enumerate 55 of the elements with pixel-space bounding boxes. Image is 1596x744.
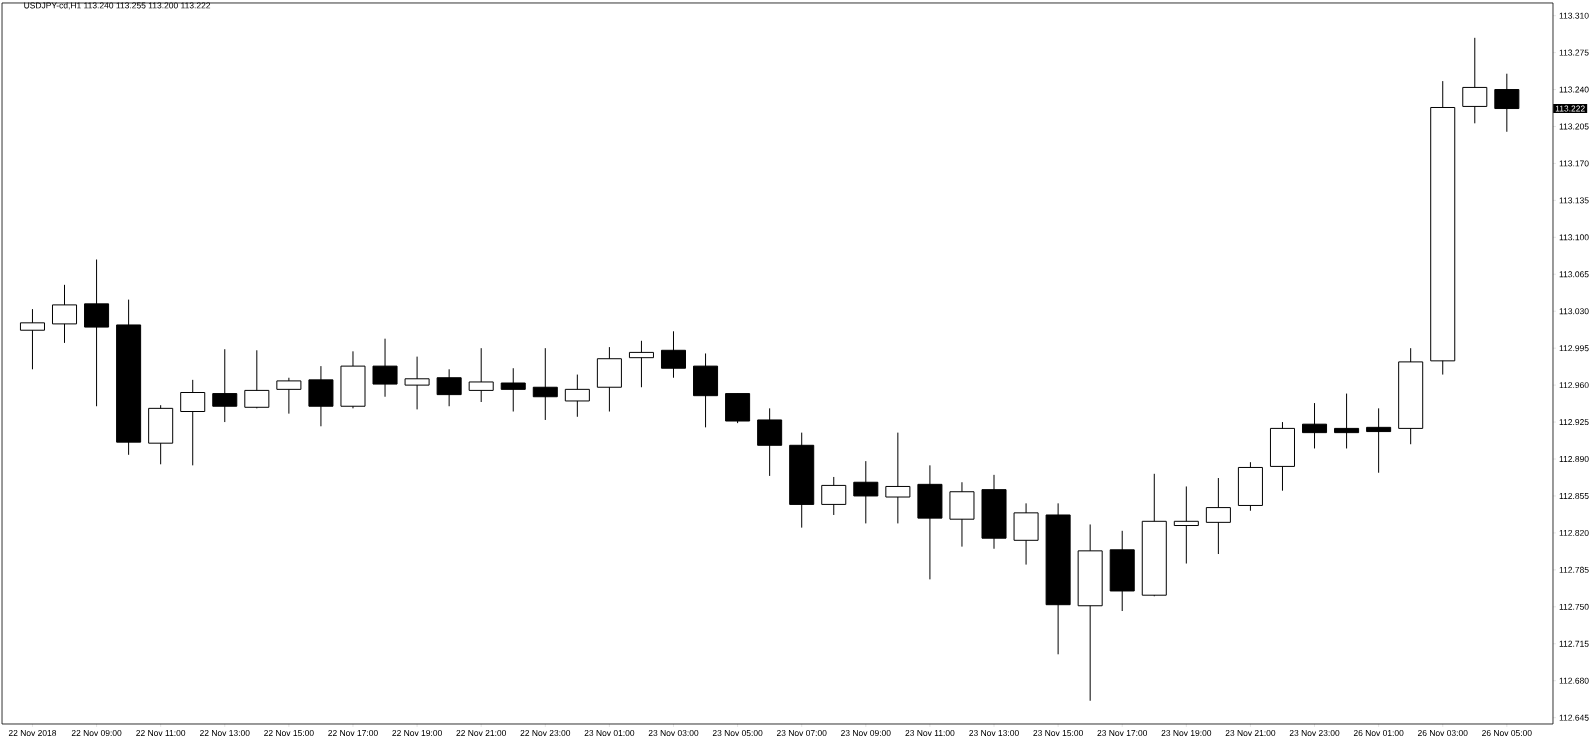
y-tick-label: 113.135 bbox=[1559, 197, 1589, 204]
x-tick-label: 23 Nov 13:00 bbox=[969, 730, 1019, 736]
x-tick-label: 23 Nov 23:00 bbox=[1289, 730, 1340, 736]
y-tick-label: 112.785 bbox=[1559, 566, 1589, 573]
y-tick-label: 112.995 bbox=[1559, 345, 1589, 352]
x-tick-label: 26 Nov 01:00 bbox=[1353, 730, 1404, 736]
y-tick-label: 112.925 bbox=[1559, 419, 1589, 426]
y-tick-label: 112.890 bbox=[1559, 456, 1589, 463]
x-tick-label: 26 Nov 05:00 bbox=[1482, 730, 1532, 736]
text: 113.222 bbox=[1555, 105, 1585, 112]
candlestick bbox=[1366, 407, 1392, 474]
candlestick bbox=[19, 308, 45, 370]
x-tick-label: 22 Nov 23:00 bbox=[520, 730, 571, 736]
x-tick-label: 23 Nov 07:00 bbox=[776, 730, 827, 736]
x-tick-label: 23 Nov 17:00 bbox=[1097, 730, 1148, 736]
candlestick bbox=[885, 432, 911, 524]
y-tick-label: 112.645 bbox=[1559, 714, 1589, 721]
y-tick-label: 113.275 bbox=[1559, 49, 1589, 56]
candlestick bbox=[628, 340, 654, 388]
x-tick-label: 23 Nov 09:00 bbox=[841, 730, 891, 736]
y-tick-label: 112.680 bbox=[1559, 677, 1589, 684]
y-tick-label: 112.820 bbox=[1559, 529, 1589, 536]
x-tick-label: 23 Nov 05:00 bbox=[712, 730, 763, 736]
x-tick-label: 22 Nov 19:00 bbox=[392, 730, 442, 736]
x-tick-label: 22 Nov 15:00 bbox=[264, 730, 314, 736]
y-tick-label: 113.065 bbox=[1559, 271, 1589, 278]
candlestick bbox=[1302, 402, 1328, 449]
x-tick-label: 22 Nov 11:00 bbox=[136, 730, 186, 736]
x-tick-label: 22 Nov 2018 bbox=[8, 730, 57, 736]
candlestick bbox=[1173, 485, 1199, 565]
chart-title: USDJPY-cd,H1 113.240 113.255 113.200 113.222 bbox=[24, 2, 211, 10]
y-tick-label: 112.715 bbox=[1559, 640, 1589, 647]
y-tick-label: 112.855 bbox=[1559, 492, 1589, 499]
y-tick-label: 113.100 bbox=[1559, 234, 1589, 241]
y-tick-label: 112.960 bbox=[1559, 382, 1589, 389]
x-tick-label: 22 Nov 21:00 bbox=[456, 730, 507, 736]
x-tick-label: 26 Nov 03:00 bbox=[1417, 730, 1468, 736]
y-tick-label: 113.205 bbox=[1559, 123, 1589, 130]
x-tick-label: 22 Nov 17:00 bbox=[328, 730, 378, 736]
y-tick-label: 113.240 bbox=[1559, 86, 1589, 93]
y-tick-label: 113.310 bbox=[1559, 12, 1589, 19]
x-tick-label: 23 Nov 01:00 bbox=[584, 730, 635, 736]
x-tick-label: 23 Nov 03:00 bbox=[648, 730, 699, 736]
x-tick-label: 23 Nov 19:00 bbox=[1161, 730, 1212, 736]
x-tick-label: 23 Nov 15:00 bbox=[1033, 730, 1083, 736]
candlestick bbox=[532, 347, 558, 421]
candlestick bbox=[1334, 393, 1360, 449]
x-tick-label: 22 Nov 09:00 bbox=[71, 730, 122, 736]
x-tick-label: 23 Nov 21:00 bbox=[1225, 730, 1276, 736]
y-tick-label: 112.750 bbox=[1559, 603, 1589, 610]
y-tick-label: 113.030 bbox=[1559, 308, 1589, 315]
y-tick-label: 113.170 bbox=[1559, 160, 1589, 167]
x-tick-label: 22 Nov 13:00 bbox=[200, 730, 250, 736]
x-tick-label: 23 Nov 11:00 bbox=[905, 730, 955, 736]
candlestick bbox=[500, 367, 526, 413]
